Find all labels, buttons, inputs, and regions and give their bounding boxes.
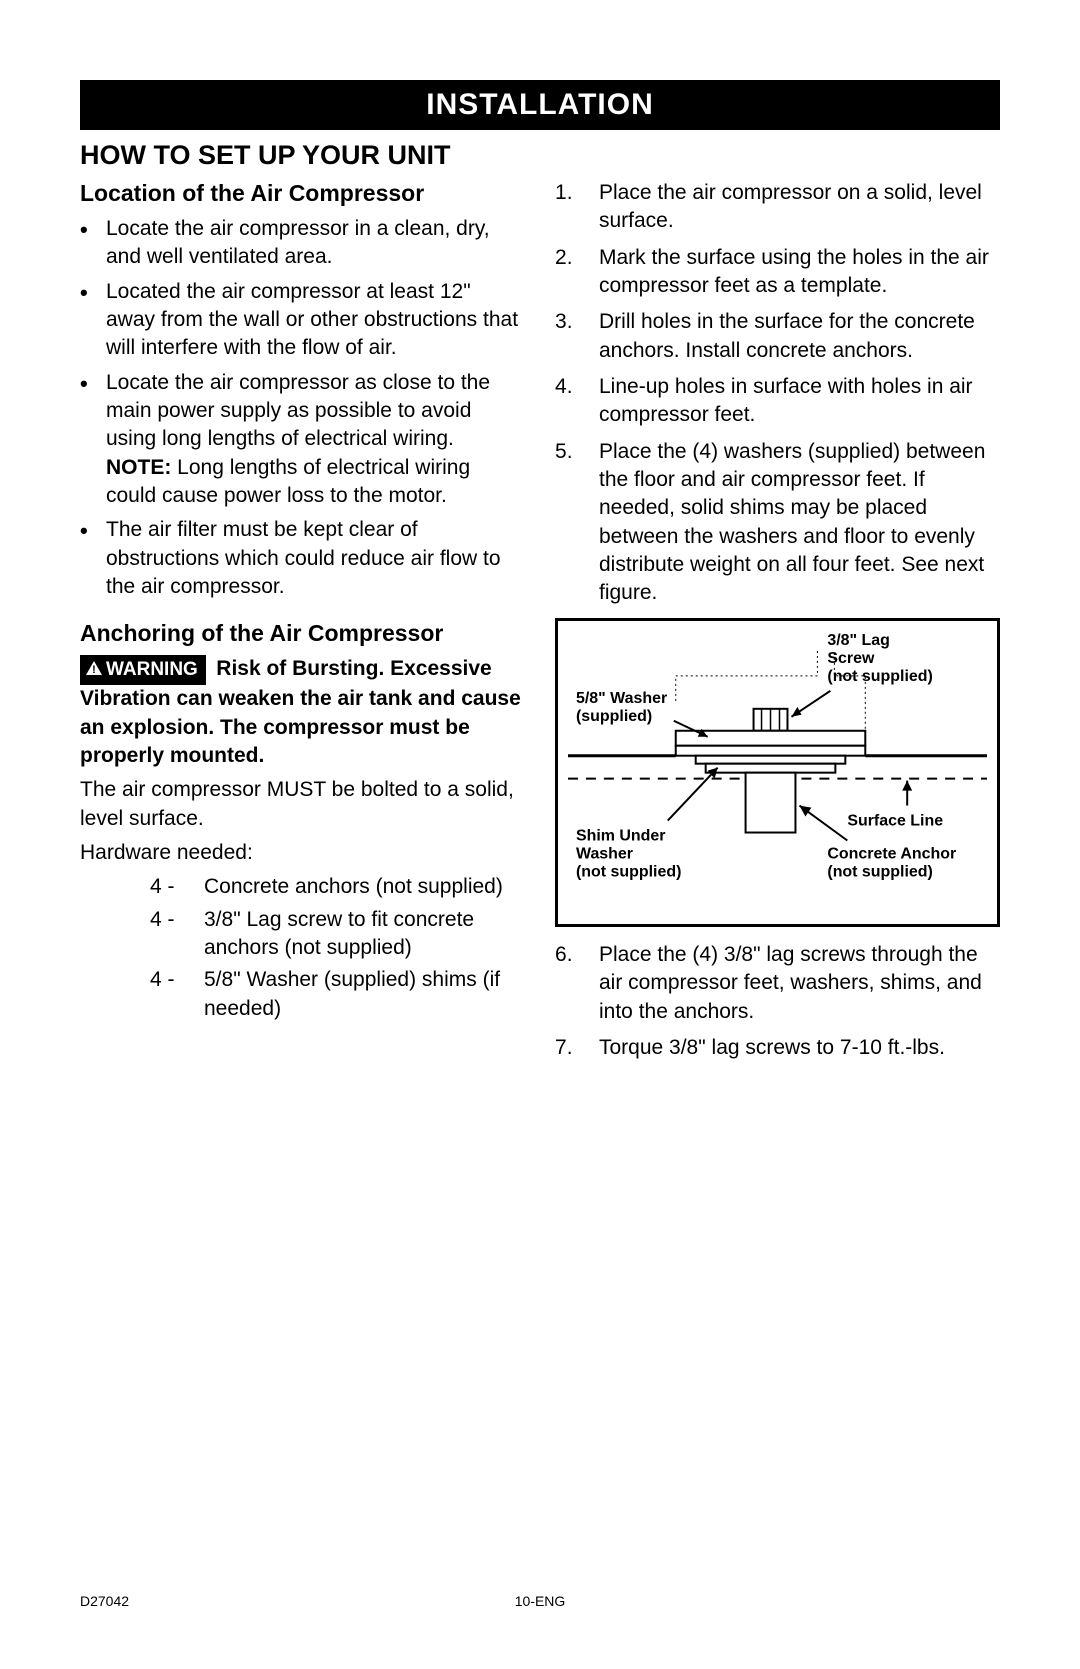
hardware-desc: Concrete anchors (not supplied): [204, 873, 503, 901]
anchoring-heading: Anchoring of the Air Compressor: [80, 619, 525, 649]
svg-text:!: !: [92, 664, 96, 675]
fig-label-shim: (not supplied): [576, 863, 681, 880]
hardware-qty: 4 -: [150, 873, 204, 901]
fig-label-shim: Shim Under: [576, 827, 666, 844]
fig-label-lag-screw: (not supplied): [827, 668, 932, 685]
warning-badge-text: WARNING: [106, 659, 198, 680]
main-heading: HOW TO SET UP YOUR UNIT: [80, 140, 1000, 171]
hardware-item: 4 - Concrete anchors (not supplied): [150, 873, 525, 901]
warning-badge: ! WARNING: [80, 655, 206, 685]
note-label: NOTE:: [106, 456, 171, 479]
hardware-qty: 4 -: [150, 966, 204, 1023]
hardware-list: 4 - Concrete anchors (not supplied) 4 - …: [80, 873, 525, 1023]
step-item: Torque 3/8" lag screws to 7-10 ft.-lbs.: [555, 1034, 1000, 1062]
bullet-text: Locate the air compressor as close to th…: [106, 371, 490, 451]
warning-block: ! WARNING Risk of Bursting. Excessive Vi…: [80, 655, 525, 770]
location-bullet: Located the air compressor at least 12" …: [106, 278, 525, 363]
fig-label-shim: Washer: [576, 845, 633, 862]
page-footer: D27042 10-ENG: [80, 1593, 1000, 1609]
location-heading: Location of the Air Compressor: [80, 179, 525, 209]
fig-label-washer: 5/8" Washer: [576, 690, 667, 707]
section-banner: INSTALLATION: [80, 80, 1000, 130]
fig-label-washer: (supplied): [576, 708, 652, 725]
hardware-desc: 3/8" Lag screw to fit concrete anchors (…: [204, 906, 525, 963]
location-bullet: The air filter must be kept clear of obs…: [106, 516, 525, 601]
hardware-item: 4 - 3/8" Lag screw to fit concrete ancho…: [150, 906, 525, 963]
must-bolt-text: The air compressor MUST be bolted to a s…: [80, 776, 525, 833]
step-item: Place the (4) 3/8" lag screws through th…: [555, 941, 1000, 1026]
hardware-qty: 4 -: [150, 906, 204, 963]
anchor-diagram-svg: 3/8" Lag Screw (not supplied) 5/8" Washe…: [568, 631, 987, 910]
location-bullet: Locate the air compressor as close to th…: [106, 369, 525, 511]
fig-label-lag-screw: 3/8" Lag: [827, 632, 890, 649]
hardware-desc: 5/8" Washer (supplied) shims (if needed): [204, 966, 525, 1023]
hardware-item: 4 - 5/8" Washer (supplied) shims (if nee…: [150, 966, 525, 1023]
fig-label-anchor: Concrete Anchor: [827, 845, 956, 862]
right-column: Place the air compressor on a solid, lev…: [555, 179, 1000, 1071]
footer-doc-id: D27042: [80, 1593, 387, 1609]
footer-spacer: [693, 1593, 1000, 1609]
location-bullet-list: Locate the air compressor in a clean, dr…: [80, 215, 525, 601]
fig-label-lag-screw: Screw: [827, 650, 875, 667]
step-item: Mark the surface using the holes in the …: [555, 244, 1000, 301]
fig-label-anchor: (not supplied): [827, 863, 932, 880]
left-column: Location of the Air Compressor Locate th…: [80, 179, 525, 1071]
steps-list-bottom: Place the (4) 3/8" lag screws through th…: [555, 941, 1000, 1062]
location-bullet: Locate the air compressor in a clean, dr…: [106, 215, 525, 272]
warning-triangle-icon: !: [86, 659, 102, 681]
step-item: Drill holes in the surface for the concr…: [555, 308, 1000, 365]
steps-list-top: Place the air compressor on a solid, lev…: [555, 179, 1000, 608]
step-item: Place the (4) washers (supplied) between…: [555, 438, 1000, 608]
fig-label-surface-line: Surface Line: [847, 812, 943, 829]
step-item: Place the air compressor on a solid, lev…: [555, 179, 1000, 236]
footer-page-number: 10-ENG: [387, 1593, 694, 1609]
hardware-needed-label: Hardware needed:: [80, 839, 525, 867]
two-column-layout: Location of the Air Compressor Locate th…: [80, 179, 1000, 1071]
step-item: Line-up holes in surface with holes in a…: [555, 373, 1000, 430]
anchor-figure: 3/8" Lag Screw (not supplied) 5/8" Washe…: [555, 618, 1000, 927]
